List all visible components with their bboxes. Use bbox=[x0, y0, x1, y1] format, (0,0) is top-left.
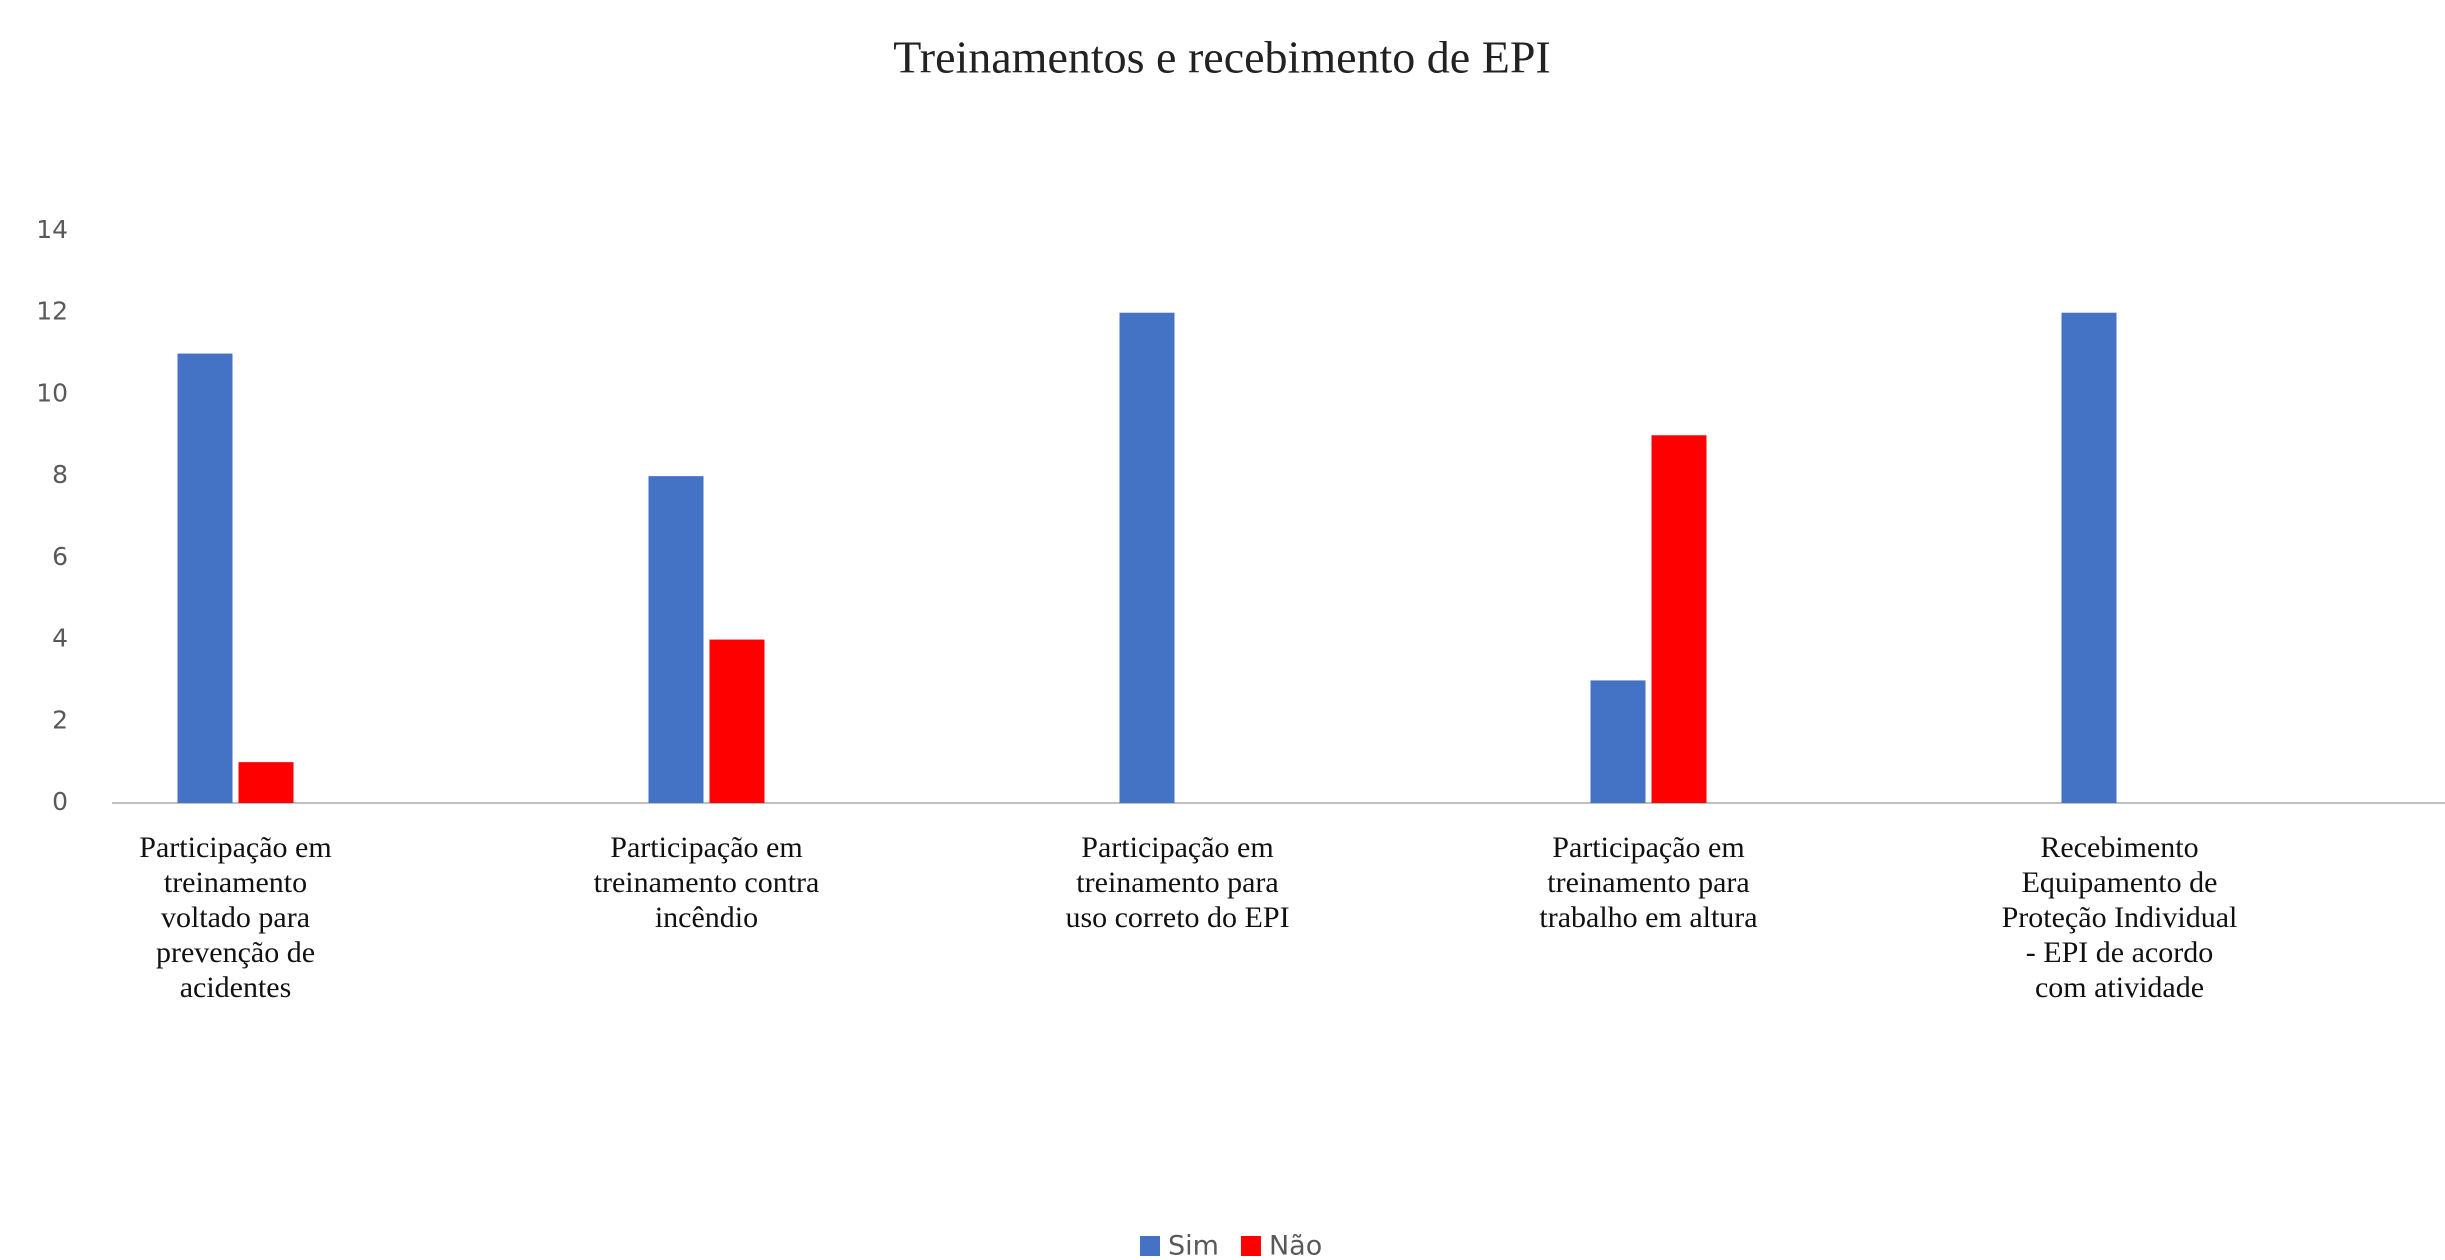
x-tick-label: Participação em treinamento contra incên… bbox=[593, 831, 820, 934]
chart-title: Treinamentos e recebimento de EPI bbox=[893, 32, 1550, 83]
y-tick-label: 2 bbox=[52, 705, 68, 734]
bar bbox=[2061, 312, 2117, 803]
y-tick-label: 10 bbox=[36, 378, 68, 407]
x-tick-label: Participação em treinamento para uso cor… bbox=[1065, 831, 1290, 934]
bar bbox=[177, 353, 233, 803]
bar bbox=[648, 476, 704, 803]
x-tick-label: Recebimento Equipamento de Proteção Indi… bbox=[2001, 831, 2238, 1004]
y-tick-label: 8 bbox=[52, 460, 68, 489]
y-tick-label: 6 bbox=[52, 542, 68, 571]
y-tick-label: 4 bbox=[52, 624, 68, 653]
bar bbox=[709, 639, 765, 803]
x-tick-label: Participação em treinamento voltado para… bbox=[139, 831, 332, 1004]
legend-label: Sim bbox=[1168, 1231, 1219, 1260]
bar bbox=[1119, 312, 1175, 803]
y-tick-label: 0 bbox=[52, 787, 68, 816]
legend-swatch bbox=[1140, 1236, 1160, 1256]
bar bbox=[238, 762, 294, 803]
bar bbox=[1590, 680, 1646, 803]
legend-label: Não bbox=[1269, 1231, 1322, 1260]
x-tick-label: Participação em treinamento para trabalh… bbox=[1539, 831, 1758, 934]
y-tick-label: 12 bbox=[36, 297, 68, 326]
bar bbox=[1651, 435, 1707, 803]
y-tick-label: 14 bbox=[36, 215, 68, 244]
legend-swatch bbox=[1240, 1236, 1261, 1256]
